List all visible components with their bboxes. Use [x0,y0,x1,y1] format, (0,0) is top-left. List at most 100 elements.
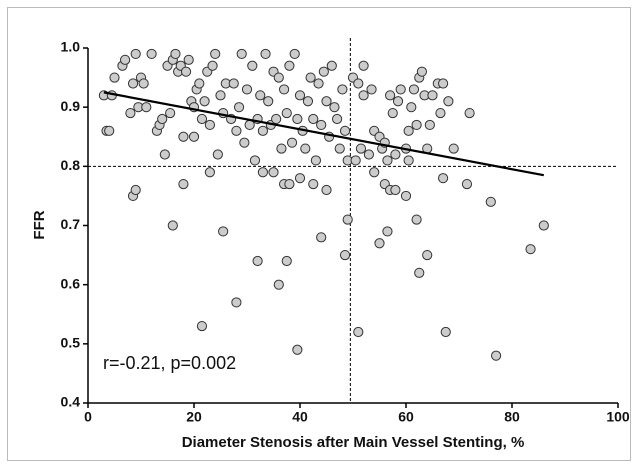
point [130,184,141,196]
point [180,66,192,77]
point [104,125,115,136]
point [339,249,351,261]
point [138,78,149,89]
point [411,119,422,131]
y-tick-label: 0.7 [61,216,81,232]
point [440,326,451,338]
point [231,297,242,308]
point [329,102,340,113]
point [109,72,120,83]
point [385,90,396,101]
point [247,60,258,71]
point [313,78,324,89]
point [387,107,398,119]
point [358,60,369,71]
point [199,96,210,107]
point [178,178,189,190]
point [194,78,205,89]
point [525,244,536,255]
point [395,84,406,95]
point [141,102,152,113]
point [127,78,139,89]
point [292,113,303,125]
point [244,119,255,131]
point [443,96,454,107]
point [183,54,194,65]
point [438,173,449,184]
point [321,184,332,196]
point [392,96,404,107]
point [215,90,226,101]
point [233,102,245,113]
point [279,84,290,95]
y-tick-label: 1.0 [61,39,81,55]
point [284,60,295,71]
point [218,226,229,237]
point [231,125,242,136]
point [438,78,449,89]
point [273,279,284,290]
point [239,137,250,148]
point [204,167,215,178]
point [316,232,327,243]
x-tick-label: 60 [398,409,414,425]
point [196,320,208,332]
point [159,149,170,160]
point [366,84,377,95]
point [406,102,417,113]
point [125,107,136,119]
y-tick-label: 0.8 [61,157,81,173]
point [289,48,300,60]
point [130,48,141,60]
x-axis-title: Diameter Stenosis after Main Vessel Sten… [182,434,525,451]
point [374,238,385,249]
point [408,84,420,95]
point [273,72,284,83]
point [318,66,329,77]
x-tick-label: 20 [186,409,202,425]
point [204,119,215,131]
point [464,107,475,119]
regression-line [103,91,545,177]
point [165,107,176,119]
point [281,107,292,119]
point [334,143,345,154]
y-axis-title: FFR [31,210,48,239]
point [146,48,157,60]
point [363,149,374,160]
point [305,72,316,83]
point [403,155,414,166]
point [207,60,218,71]
point [255,90,266,101]
point [332,113,343,125]
y-tick-label: 0.6 [61,275,81,291]
point [427,90,438,101]
point [257,125,268,136]
point [491,350,502,361]
point [448,143,459,154]
point [414,267,425,278]
point [424,119,435,131]
point [355,143,367,154]
point [310,155,321,166]
point [538,220,549,231]
x-tick-label: 0 [84,409,92,425]
point [382,226,393,237]
y-tick-label: 0.4 [61,394,81,410]
point [321,96,332,107]
point [157,113,168,125]
point [276,143,287,154]
point [350,155,361,166]
point [212,149,223,160]
point [268,167,279,178]
point [390,184,401,196]
point [339,125,351,136]
frame [7,7,631,461]
point [196,113,208,125]
point [390,149,401,160]
point [252,255,263,267]
point [249,155,261,166]
point [300,143,311,154]
y-tick-label: 0.5 [61,335,81,351]
